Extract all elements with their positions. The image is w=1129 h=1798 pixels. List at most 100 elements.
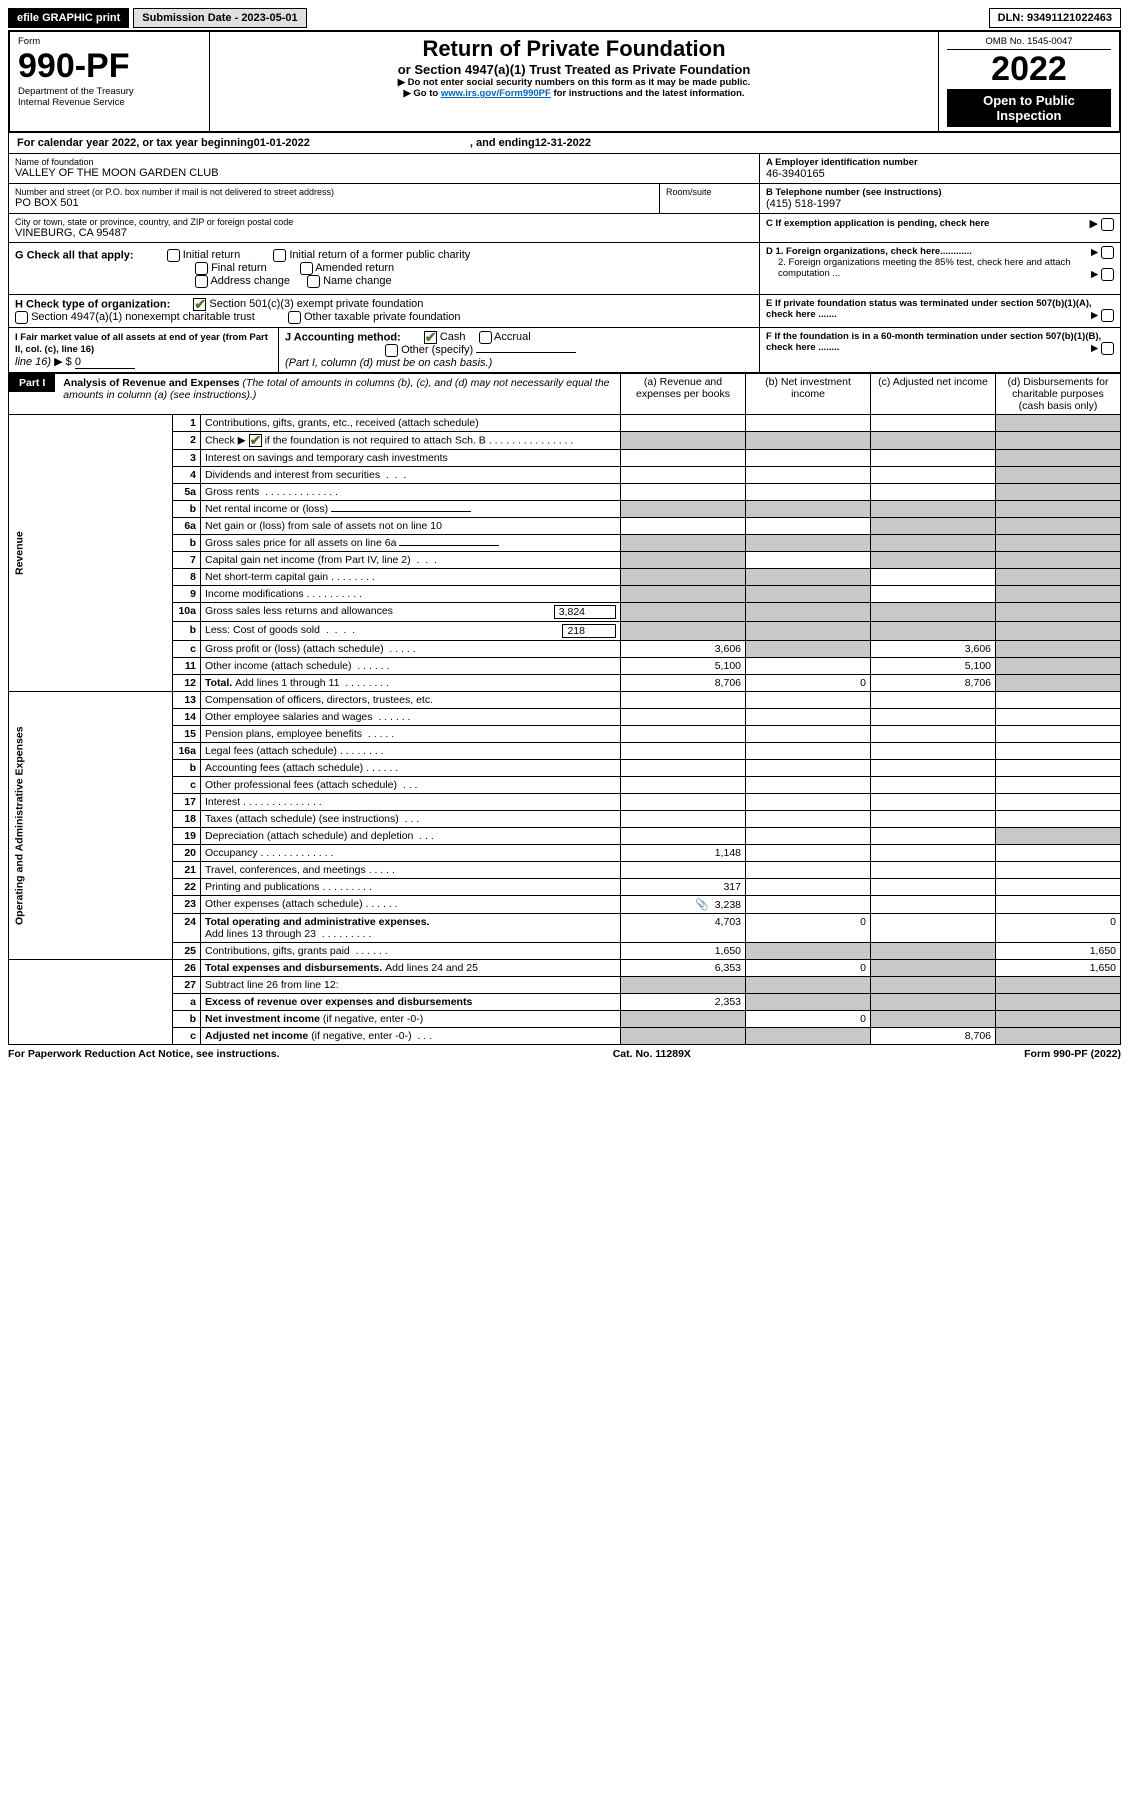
g-name-change-checkbox[interactable] [307,275,320,288]
val-24-b: 0 [746,914,871,943]
d2-checkbox[interactable] [1101,268,1114,281]
table-row: 9Income modifications . . . . . . . . . … [9,586,1121,603]
j-note: (Part I, column (d) must be on cash basi… [285,357,492,369]
expenses-side-label: Operating and Administrative Expenses [9,692,173,960]
val-10c-c: 3,606 [871,641,996,658]
form-note2: ▶ Go to www.irs.gov/Form990PF for instru… [218,88,930,99]
table-row: 15Pension plans, employee benefits . . .… [9,726,1121,743]
table-row: 16aLegal fees (attach schedule) . . . . … [9,743,1121,760]
form-subtitle: or Section 4947(a)(1) Trust Treated as P… [218,62,930,77]
form-number: 990-PF [18,47,201,86]
table-row: bNet rental income or (loss) [9,501,1121,518]
val-10c-a: 3,606 [621,641,746,658]
address-label: Number and street (or P.O. box number if… [15,187,653,197]
d1-label: D 1. Foreign organizations, check here..… [766,246,1114,257]
efile-print-button[interactable]: efile GRAPHIC print [8,8,129,28]
val-20-a: 1,148 [621,845,746,862]
h-4947-checkbox[interactable] [15,311,28,324]
h-other-checkbox[interactable] [288,311,301,324]
table-row: bLess: Cost of goods sold . . . . 218 [9,622,1121,641]
instructions-link[interactable]: www.irs.gov/Form990PF [441,88,551,99]
form-title: Return of Private Foundation [218,36,930,62]
table-row: 7Capital gain net income (from Part IV, … [9,552,1121,569]
table-row: 10aGross sales less returns and allowanc… [9,603,1121,622]
val-24-d: 0 [996,914,1121,943]
val-11-a: 5,100 [621,658,746,675]
val-12-b: 0 [746,675,871,692]
val-22-a: 317 [621,879,746,896]
col-b-header: (b) Net investment income [746,374,871,415]
table-row: 20Occupancy . . . . . . . . . . . . .1,1… [9,845,1121,862]
table-row: 27Subtract line 26 from line 12: [9,977,1121,994]
table-row: 26Total expenses and disbursements. Add … [9,960,1121,977]
omb-label: OMB No. 1545-0047 [947,36,1111,50]
g-initial-former-checkbox[interactable] [273,249,286,262]
analysis-table: Part I Analysis of Revenue and Expenses … [8,373,1121,1045]
val-10b: 218 [562,624,616,638]
val-27b-b: 0 [746,1011,871,1028]
table-row: 19Depreciation (attach schedule) and dep… [9,828,1121,845]
val-27c-c: 8,706 [871,1028,996,1045]
val-25-d: 1,650 [996,943,1121,960]
table-row: 12Total. Add lines 1 through 11 . . . . … [9,675,1121,692]
table-row: bNet investment income (if negative, ent… [9,1011,1121,1028]
table-row: 8Net short-term capital gain . . . . . .… [9,569,1121,586]
table-row: 6aNet gain or (loss) from sale of assets… [9,518,1121,535]
f-checkbox[interactable] [1101,342,1114,355]
e-checkbox[interactable] [1101,309,1114,322]
table-row: cAdjusted net income (if negative, enter… [9,1028,1121,1045]
footer-left: For Paperwork Reduction Act Notice, see … [8,1048,280,1060]
val-26-a: 6,353 [621,960,746,977]
schb-checkbox[interactable] [249,434,262,447]
city-label: City or town, state or province, country… [15,217,753,227]
val-10a: 3,824 [554,605,616,619]
e-label: E If private foundation status was termi… [766,298,1092,320]
j-other-checkbox[interactable] [385,344,398,357]
val-26-d: 1,650 [996,960,1121,977]
val-12-a: 8,706 [621,675,746,692]
table-row: 14Other employee salaries and wages . . … [9,709,1121,726]
submission-date: Submission Date - 2023-05-01 [133,8,306,28]
j-accrual-checkbox[interactable] [479,331,492,344]
g-initial-checkbox[interactable] [167,249,180,262]
h-501c3-checkbox[interactable] [193,298,206,311]
dln-label: DLN: 93491121022463 [989,8,1121,28]
part1-badge: Part I [9,374,55,392]
table-row: 5aGross rents . . . . . . . . . . . . . [9,484,1121,501]
table-row: cGross profit or (loss) (attach schedule… [9,641,1121,658]
form-header: Form 990-PF Department of the Treasury I… [8,30,1121,133]
form-label: Form [18,36,201,47]
g-addr-change-checkbox[interactable] [195,275,208,288]
val-23-a: 3,238 [715,899,741,911]
col-a-header: (a) Revenue and expenses per books [621,374,746,415]
city-value: VINEBURG, CA 95487 [15,227,753,239]
col-c-header: (c) Adjusted net income [871,374,996,415]
table-row: 24Total operating and administrative exp… [9,914,1121,943]
table-row: bAccounting fees (attach schedule) . . .… [9,760,1121,777]
j-cash-checkbox[interactable] [424,331,437,344]
foundation-name-label: Name of foundation [15,157,753,167]
d2-label: 2. Foreign organizations meeting the 85%… [766,257,1114,279]
d1-checkbox[interactable] [1101,246,1114,259]
ein-value: 46-3940165 [766,168,1114,180]
g-amended-checkbox[interactable] [300,262,313,275]
table-row: 4Dividends and interest from securities … [9,467,1121,484]
i-j-f-block: I Fair market value of all assets at end… [8,328,1121,373]
phone-value: (415) 518-1997 [766,198,1114,210]
f-label: F If the foundation is in a 60-month ter… [766,331,1101,353]
h-e-block: H Check type of organization: Section 50… [8,295,1121,328]
calendar-year-row: For calendar year 2022, or tax year begi… [8,133,1121,154]
ein-label: A Employer identification number [766,157,1114,168]
val-24-a: 4,703 [621,914,746,943]
table-row: Operating and Administrative Expenses 13… [9,692,1121,709]
table-row: 17Interest . . . . . . . . . . . . . . [9,794,1121,811]
table-row: 23Other expenses (attach schedule) . . .… [9,896,1121,914]
c-checkbox[interactable] [1101,218,1114,231]
table-row: cOther professional fees (attach schedul… [9,777,1121,794]
address-value: PO BOX 501 [15,197,653,209]
attachment-icon[interactable]: 📎 [695,899,709,911]
g-final-checkbox[interactable] [195,262,208,275]
table-row: aExcess of revenue over expenses and dis… [9,994,1121,1011]
table-row: 22Printing and publications . . . . . . … [9,879,1121,896]
footer-mid: Cat. No. 11289X [613,1048,691,1060]
